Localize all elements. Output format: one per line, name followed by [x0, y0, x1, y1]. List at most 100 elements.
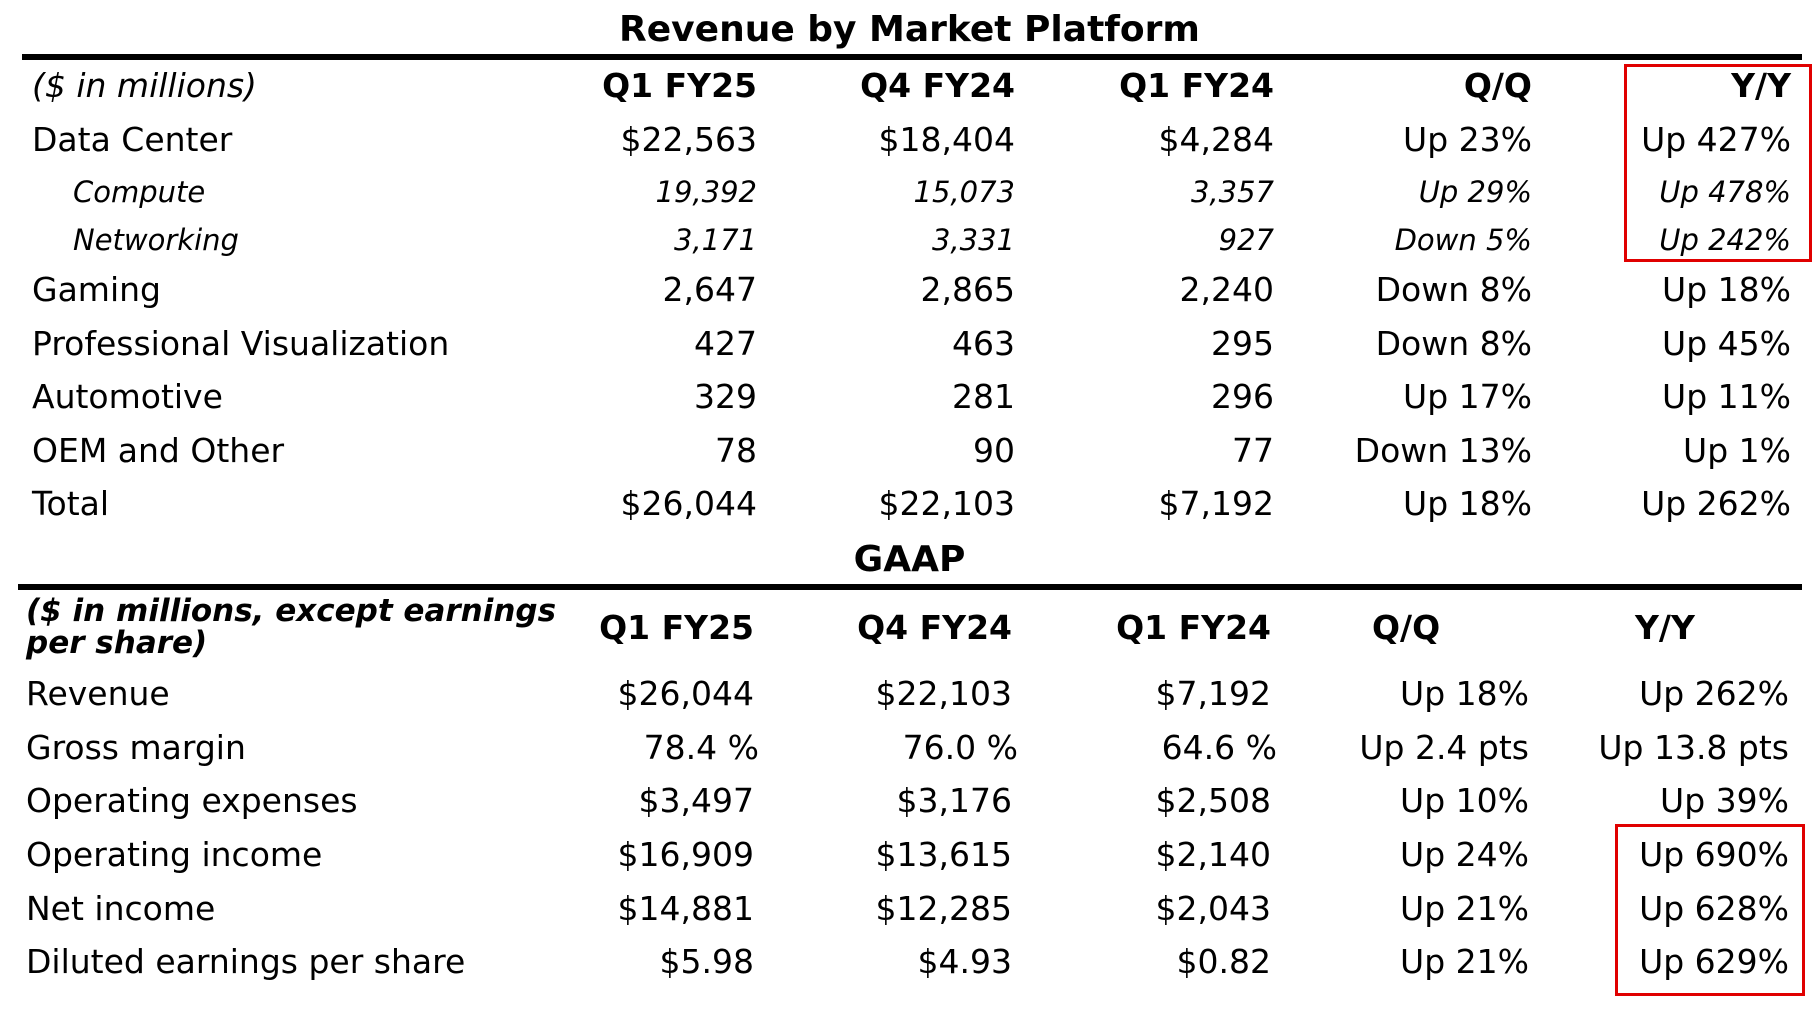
revenue-col-q1fy25: Q1 FY25 [602, 66, 757, 105]
cell-q1fy24: $4,284 [1158, 120, 1274, 159]
cell-qq: Down 8% [1375, 324, 1532, 363]
row-label: Diluted earnings per share [26, 942, 466, 981]
cell-qq: Down 5% [1394, 223, 1532, 257]
cell-yy: Up 18% [1662, 270, 1791, 309]
cell-qq: Up 21% [1400, 942, 1529, 981]
cell-yy: Up 690% [1639, 835, 1789, 874]
cell-q4fy24: 76.0 % [902, 728, 1018, 767]
cell-q1fy24: 2,240 [1179, 270, 1274, 309]
row-label: Gaming [32, 270, 161, 309]
row-label: Total [32, 484, 110, 523]
row-label: Revenue [26, 674, 170, 713]
cell-q4fy24: $12,285 [875, 889, 1012, 928]
cell-q1fy24: $2,140 [1155, 835, 1271, 874]
row-label: Compute [73, 175, 206, 209]
cell-q1fy24: $7,192 [1155, 674, 1271, 713]
cell-q1fy25: $14,881 [617, 889, 754, 928]
cell-q1fy25: 19,392 [655, 175, 757, 209]
revenue-col-yy: Y/Y [1731, 66, 1791, 105]
row-label: Networking [73, 223, 239, 257]
cell-q1fy25: $26,044 [617, 674, 754, 713]
revenue-col-q4fy24: Q4 FY24 [860, 66, 1015, 105]
yy-income-highlight [1615, 824, 1805, 996]
revenue-table-title: Revenue by Market Platform [619, 9, 1200, 50]
cell-q1fy24: 3,357 [1190, 175, 1274, 209]
cell-yy: Up 13.8 pts [1598, 728, 1789, 767]
cell-q1fy24: 295 [1211, 324, 1274, 363]
cell-yy: Up 262% [1639, 674, 1789, 713]
cell-q1fy24: $7,192 [1158, 484, 1274, 523]
revenue-col-qq: Q/Q [1463, 66, 1532, 105]
cell-q4fy24: $13,615 [875, 835, 1012, 874]
cell-qq: Up 18% [1400, 674, 1529, 713]
cell-yy: Up 478% [1659, 175, 1791, 209]
cell-qq: Up 2.4 pts [1359, 728, 1529, 767]
row-label: Operating expenses [26, 781, 358, 820]
gaap-col-q1fy24: Q1 FY24 [1116, 608, 1271, 647]
cell-yy: Up 45% [1662, 324, 1791, 363]
cell-q1fy24: $2,508 [1155, 781, 1271, 820]
gaap-col-yy: Y/Y [1635, 608, 1695, 647]
cell-q1fy25: 3,171 [673, 223, 757, 257]
gaap-unit-label-line2: per share) [26, 625, 208, 661]
row-label: Operating income [26, 835, 323, 874]
cell-q4fy24: 281 [952, 377, 1015, 416]
cell-qq: Down 13% [1354, 431, 1532, 470]
cell-yy: Up 427% [1641, 120, 1791, 159]
cell-q4fy24: 463 [952, 324, 1015, 363]
cell-qq: Up 21% [1400, 889, 1529, 928]
cell-q1fy24: $2,043 [1155, 889, 1271, 928]
cell-yy: Up 11% [1662, 377, 1791, 416]
cell-yy: Up 242% [1659, 223, 1791, 257]
cell-q4fy24: $22,103 [878, 484, 1015, 523]
gaap-col-q4fy24: Q4 FY24 [857, 608, 1012, 647]
cell-yy: Up 262% [1641, 484, 1791, 523]
row-label: Automotive [32, 377, 223, 416]
cell-qq: Up 17% [1403, 377, 1532, 416]
cell-q4fy24: 15,073 [913, 175, 1015, 209]
revenue-table-rule [22, 54, 1802, 60]
cell-q1fy25: $16,909 [617, 835, 754, 874]
yy-data-center-highlight [1624, 64, 1812, 262]
cell-q1fy24: $0.82 [1176, 942, 1271, 981]
cell-yy: Up 1% [1683, 431, 1791, 470]
cell-q4fy24: $22,103 [875, 674, 1012, 713]
cell-qq: Up 18% [1403, 484, 1532, 523]
revenue-col-q1fy24: Q1 FY24 [1119, 66, 1274, 105]
cell-q1fy25: $22,563 [620, 120, 757, 159]
cell-q1fy25: 78 [715, 431, 757, 470]
cell-q4fy24: 2,865 [920, 270, 1015, 309]
row-label: Data Center [32, 120, 233, 159]
cell-q1fy25: 78.4 % [643, 728, 759, 767]
cell-q1fy24: 927 [1218, 223, 1274, 257]
revenue-unit-label: ($ in millions) [32, 66, 257, 105]
cell-yy: Up 629% [1639, 942, 1789, 981]
cell-qq: Up 24% [1400, 835, 1529, 874]
cell-q4fy24: $3,176 [896, 781, 1012, 820]
cell-q4fy24: 90 [973, 431, 1015, 470]
cell-yy: Up 39% [1660, 781, 1789, 820]
cell-q1fy25: 329 [694, 377, 757, 416]
cell-qq: Up 23% [1403, 120, 1532, 159]
cell-q4fy24: $4.93 [917, 942, 1012, 981]
gaap-unit-label-line1: ($ in millions, except earnings [26, 593, 557, 629]
cell-q4fy24: $18,404 [878, 120, 1015, 159]
cell-q1fy25: $26,044 [620, 484, 757, 523]
cell-q1fy24: 64.6 % [1161, 728, 1277, 767]
row-label: Gross margin [26, 728, 246, 767]
cell-q1fy25: $5.98 [659, 942, 754, 981]
row-label: OEM and Other [32, 431, 285, 470]
cell-qq: Up 29% [1418, 175, 1532, 209]
cell-yy: Up 628% [1639, 889, 1789, 928]
cell-qq: Up 10% [1400, 781, 1529, 820]
cell-q1fy24: 77 [1232, 431, 1274, 470]
gaap-col-q1fy25: Q1 FY25 [599, 608, 754, 647]
row-label: Professional Visualization [32, 324, 450, 363]
cell-q1fy25: 427 [694, 324, 757, 363]
cell-q4fy24: 3,331 [931, 223, 1015, 257]
gaap-col-qq: Q/Q [1372, 608, 1441, 647]
row-label: Net income [26, 889, 216, 928]
gaap-table-title: GAAP [853, 539, 966, 580]
gaap-table-rule [18, 584, 1802, 590]
cell-q1fy25: 2,647 [662, 270, 757, 309]
